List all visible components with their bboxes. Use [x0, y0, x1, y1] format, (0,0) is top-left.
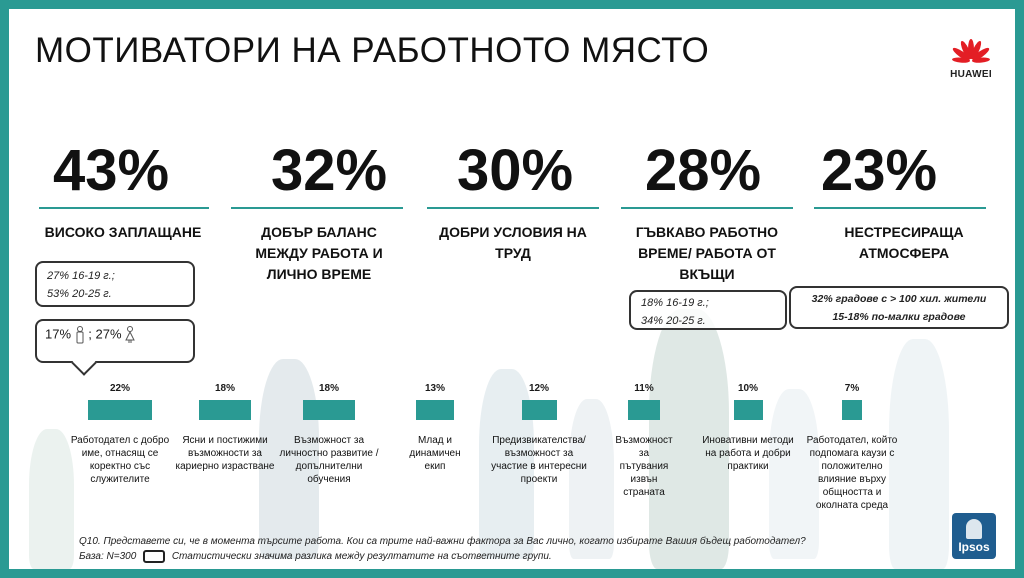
bar-category-label: Млад и динамичен екип [409, 435, 461, 472]
note-line: 32% градове с > 100 хил. жители [811, 293, 987, 305]
stat-divider [621, 207, 793, 209]
male-icon [76, 326, 84, 344]
background-figure [259, 359, 319, 559]
note-line: 18% 16-19 г.; [641, 297, 709, 309]
bar-category-label: Работодател, който подпомага каузи с пол… [806, 435, 898, 511]
significance-text: Статистически значима разлика между резу… [171, 551, 552, 563]
page-title: МОТИВАТОРИ НА РАБОТНОТО МЯСТО [35, 31, 710, 70]
stat-label: ДОБЪР БАЛАНС МЕЖДУ РАБОТА И ЛИЧНО ВРЕМЕ [255, 224, 383, 282]
bar-value-label: 13% [424, 383, 445, 394]
bar [199, 400, 251, 420]
stat-value: 28% [645, 138, 762, 203]
stat-divider [427, 207, 599, 209]
stat-label: ГЪВКАВО РАБОТНО ВРЕМЕ/ РАБОТА ОТ ВКЪЩИ [635, 224, 779, 282]
note-line: 34% 20-25 г. [641, 315, 706, 327]
pay-gender-callout: 17% ; 27% [35, 319, 195, 363]
bar-category-label: Ясни и постижими възможности за кариерно… [175, 435, 275, 472]
bar-value-label: 10% [737, 383, 758, 394]
stat-label: НЕСТРЕСИРАЩА АТМОСФЕРА [844, 224, 964, 261]
bar-category-label: Предизвикателства/ възможност за участие… [491, 435, 587, 485]
stat-value: 23% [821, 138, 938, 203]
huawei-logo: HUAWEI [941, 39, 1001, 80]
female-value: 27% [95, 326, 122, 342]
base-text: База: N=300 [79, 551, 137, 563]
question-text: Q10. Представете си, че в момента търсит… [79, 536, 806, 547]
note-line: 27% 16-19 г.; [47, 270, 115, 282]
ipsos-logo-mark [966, 519, 982, 539]
note-line: 15-18% по-малки градове [832, 311, 966, 323]
bar [303, 400, 355, 420]
huawei-flower-icon [952, 39, 990, 63]
bar-value-label: 22% [109, 383, 130, 394]
stat-value: 43% [53, 138, 170, 203]
stat-divider [39, 207, 209, 209]
flex-age-note: 18% 16-19 г.; 34% 20-25 г. [629, 290, 787, 330]
base-row: База: N=300 Статистически значима разлик… [79, 550, 552, 563]
bar [733, 400, 763, 420]
bar-category-label: Работодател с добро име, отнасящ се коре… [70, 435, 170, 485]
female-icon [125, 326, 135, 343]
stat-divider [814, 207, 986, 209]
background-figure [769, 389, 819, 559]
stat-divider [231, 207, 403, 209]
ipsos-logo: Ipsos [952, 513, 996, 559]
stat-value: 30% [457, 138, 574, 203]
huawei-logo-text: HUAWEI [950, 69, 992, 80]
stat-label: ДОБРИ УСЛОВИЯ НА ТРУД [439, 224, 587, 261]
bar [842, 400, 862, 420]
gender-separator: ; [88, 326, 92, 342]
bar-value-label: 18% [214, 383, 235, 394]
note-line: 53% 20-25 г. [47, 288, 112, 300]
bar-category-label: Възможност за пътувания извън страната [615, 435, 673, 498]
bar-value-label: 11% [634, 383, 654, 394]
background-figure [29, 429, 74, 569]
male-value: 17% [45, 326, 72, 342]
atmo-city-note: 32% градове с > 100 хил. жители 15-18% п… [789, 286, 1009, 329]
bar [88, 400, 152, 420]
pay-age-note: 27% 16-19 г.; 53% 20-25 г. [35, 261, 195, 307]
significance-icon [143, 550, 166, 563]
bar-value-label: 12% [528, 383, 549, 394]
bar [416, 400, 454, 420]
background-figure [649, 309, 729, 569]
stat-value: 32% [271, 138, 388, 203]
bar-category-label: Възможност за личностно развитие / допъл… [279, 435, 379, 485]
bar-value-label: 7% [844, 383, 860, 394]
bar [628, 400, 660, 420]
bar-category-label: Иновативни методи на работа и добри прак… [702, 435, 794, 472]
stat-label: ВИСОКО ЗАПЛАЩАНЕ [44, 224, 202, 240]
background-figure [569, 399, 614, 559]
bar [521, 400, 557, 420]
bar-value-label: 18% [318, 383, 339, 394]
ipsos-logo-text: Ipsos [958, 540, 990, 554]
background-figure [889, 339, 949, 569]
